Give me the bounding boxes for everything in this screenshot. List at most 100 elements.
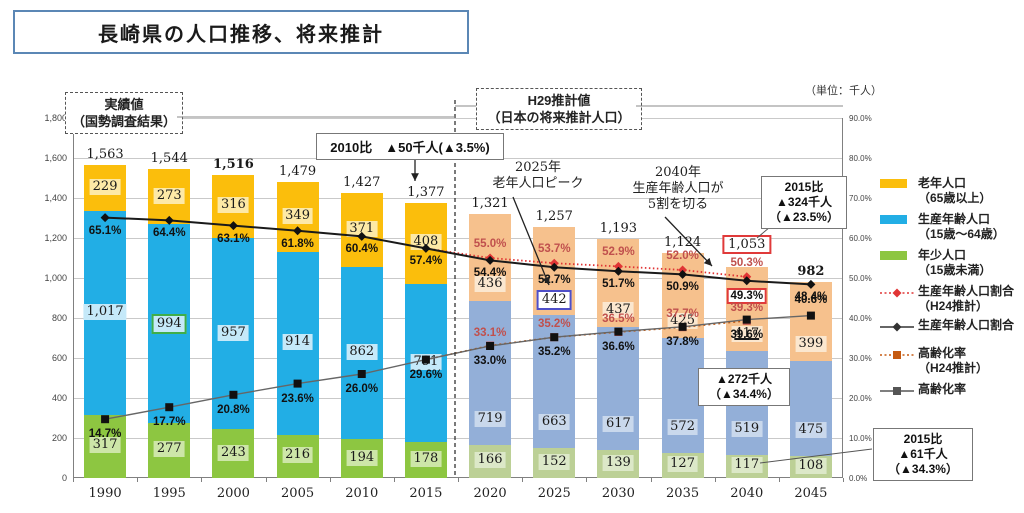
- value-label-young: 117: [731, 457, 763, 474]
- x-axis-label: 2015: [409, 486, 443, 501]
- aging-rate-label: 36.6%: [602, 340, 635, 353]
- y-axis-left-tick-label: 1,000: [44, 273, 67, 283]
- legend-line-swatch: [880, 321, 914, 333]
- working-ratio-label: 48.4%: [794, 291, 828, 304]
- value-label-elderly: 316: [217, 197, 249, 214]
- working-ratio-label: 61.8%: [281, 237, 314, 250]
- total-label: 1,479: [278, 164, 317, 180]
- working-ratio-label: 64.4%: [152, 227, 186, 240]
- annotation-2015-comparison-young: 2015比 ▲61千人 （▲34.3%）: [873, 428, 973, 481]
- aging-rate-label: 26.0%: [345, 383, 379, 395]
- x-axis-tick: [522, 478, 524, 482]
- x-axis-tick: [586, 478, 588, 482]
- value-label-working: 862: [346, 344, 378, 360]
- y-axis-left-tick-label: 1,600: [44, 153, 67, 163]
- value-label-working: 663: [538, 413, 570, 430]
- gridline: [73, 118, 843, 119]
- value-label-working: 617: [602, 416, 634, 433]
- total-label: 1,053: [722, 235, 772, 255]
- working-ratio-label: 54.4%: [473, 267, 507, 280]
- aging-rate-label: 29.6%: [409, 368, 443, 381]
- working-ratio-h24-label: 52.9%: [602, 246, 635, 259]
- gridline: [73, 198, 843, 199]
- aging-rate-label: 35.2%: [537, 346, 571, 359]
- aging-rate-h24-label: 33.1%: [473, 326, 507, 339]
- value-label-young: 216: [282, 447, 313, 464]
- y-axis-left-tick-label: 0: [61, 473, 67, 483]
- value-label-young: 166: [474, 452, 506, 469]
- value-label-young: 178: [410, 451, 442, 468]
- x-axis-label: 2005: [281, 486, 315, 501]
- x-axis-label: 1995: [152, 486, 186, 501]
- x-axis-label: 2025: [537, 486, 571, 501]
- legend-item-label: 生産年齢人口割合 （H24推計）: [918, 284, 1015, 313]
- x-axis-label: 2010: [345, 486, 379, 501]
- x-axis-label: 2000: [216, 486, 250, 501]
- y-axis-right-tick-label: 80.0%: [849, 154, 872, 163]
- annotation-2040-half: 2040年 生産年齢人口が 5割を切る: [632, 165, 724, 212]
- working-ratio-label: 57.4%: [409, 255, 443, 268]
- legend-item-label: 高齢化率: [918, 382, 967, 396]
- total-label: 1,544: [150, 151, 188, 167]
- y-axis-right-tick-label: 20.0%: [849, 394, 872, 403]
- annotation-2010-text: 2010比 ▲50千人(▲3.5%): [330, 140, 490, 155]
- legend-bar-swatch: [880, 215, 907, 224]
- legend-item-label: 年少人口 （15歳未満）: [918, 248, 992, 277]
- value-label-young: 127: [667, 456, 698, 473]
- y-axis-left-tick-label: 200: [51, 433, 67, 443]
- aging-rate-label: 39.6%: [730, 328, 764, 341]
- y-axis-right-tick-label: 60.0%: [849, 234, 872, 243]
- total-label: 1,427: [343, 174, 381, 190]
- working-ratio-h24-label: 50.3%: [730, 256, 764, 269]
- value-label-young: 277: [153, 441, 185, 458]
- aging-rate-label: 20.8%: [217, 403, 250, 416]
- total-label: 1,257: [535, 208, 573, 224]
- y-axis-left-tick-label: 400: [51, 393, 67, 403]
- y-axis-right-tick-label: 70.0%: [849, 194, 872, 203]
- value-label-young: 108: [795, 458, 827, 475]
- total-label: 1,193: [599, 221, 638, 237]
- value-label-elderly: 273: [153, 187, 185, 204]
- legend-line-swatch: [880, 287, 914, 299]
- annotation-working-decline: ▲272千人 （▲34.4%）: [698, 368, 790, 406]
- total-label: 1,516: [213, 156, 254, 172]
- value-label-working: 475: [795, 422, 827, 439]
- x-axis-label: 2040: [730, 486, 764, 501]
- annotation-2025-peak: 2025年 老年人口ピーク: [492, 160, 584, 191]
- total-label: 1,124: [663, 235, 702, 251]
- y-axis-right-tick-label: 90.0%: [849, 114, 872, 123]
- working-ratio-label: 52.7%: [537, 274, 571, 287]
- value-label-elderly: 442: [536, 290, 572, 310]
- actual-period-line2: （国勢調査結果）: [71, 114, 176, 129]
- working-ratio-label: 51.7%: [602, 278, 635, 291]
- value-label-elderly: 349: [282, 208, 313, 225]
- working-ratio-label: 49.3%: [726, 287, 768, 304]
- x-axis: [73, 477, 843, 478]
- gridline: [73, 438, 843, 439]
- legend-line-swatch: [880, 385, 914, 397]
- x-axis-tick: [714, 478, 716, 482]
- working-ratio-line: [105, 216, 811, 286]
- segment-working: [789, 361, 832, 457]
- actual-period-line1: 実績値: [104, 97, 144, 112]
- y-axis-left-tick-label: 1,800: [44, 113, 67, 123]
- x-axis-tick: [650, 478, 652, 482]
- value-label-elderly: 408: [410, 234, 442, 251]
- aging-rate-label: 17.7%: [152, 416, 186, 429]
- y-axis-left-tick-label: 600: [51, 353, 67, 363]
- x-axis-tick: [329, 478, 331, 482]
- value-label-young: 139: [602, 455, 634, 472]
- legend: 老年人口 （65歳以上） 生産年齢人口 （15歳～64歳） 年少人口 （15歳未満） 生産年…: [880, 168, 1024, 418]
- aging-rate-h24-label: 39.3%: [730, 301, 764, 314]
- value-label-elderly: 399: [795, 336, 827, 353]
- x-axis-label: 2045: [794, 486, 828, 501]
- x-axis-tick: [778, 478, 780, 482]
- y-axis-right-tick-label: 40.0%: [849, 314, 872, 323]
- legend-item-label: 老年人口 （65歳以上）: [918, 176, 992, 205]
- value-label-working: 719: [474, 410, 506, 427]
- aging-rate-h24-label: 35.2%: [537, 318, 571, 331]
- working-ratio-label: 60.4%: [345, 243, 379, 256]
- value-label-working: 914: [282, 334, 313, 351]
- aging-rate-label: 33.0%: [473, 355, 507, 367]
- x-axis-tick: [265, 478, 267, 482]
